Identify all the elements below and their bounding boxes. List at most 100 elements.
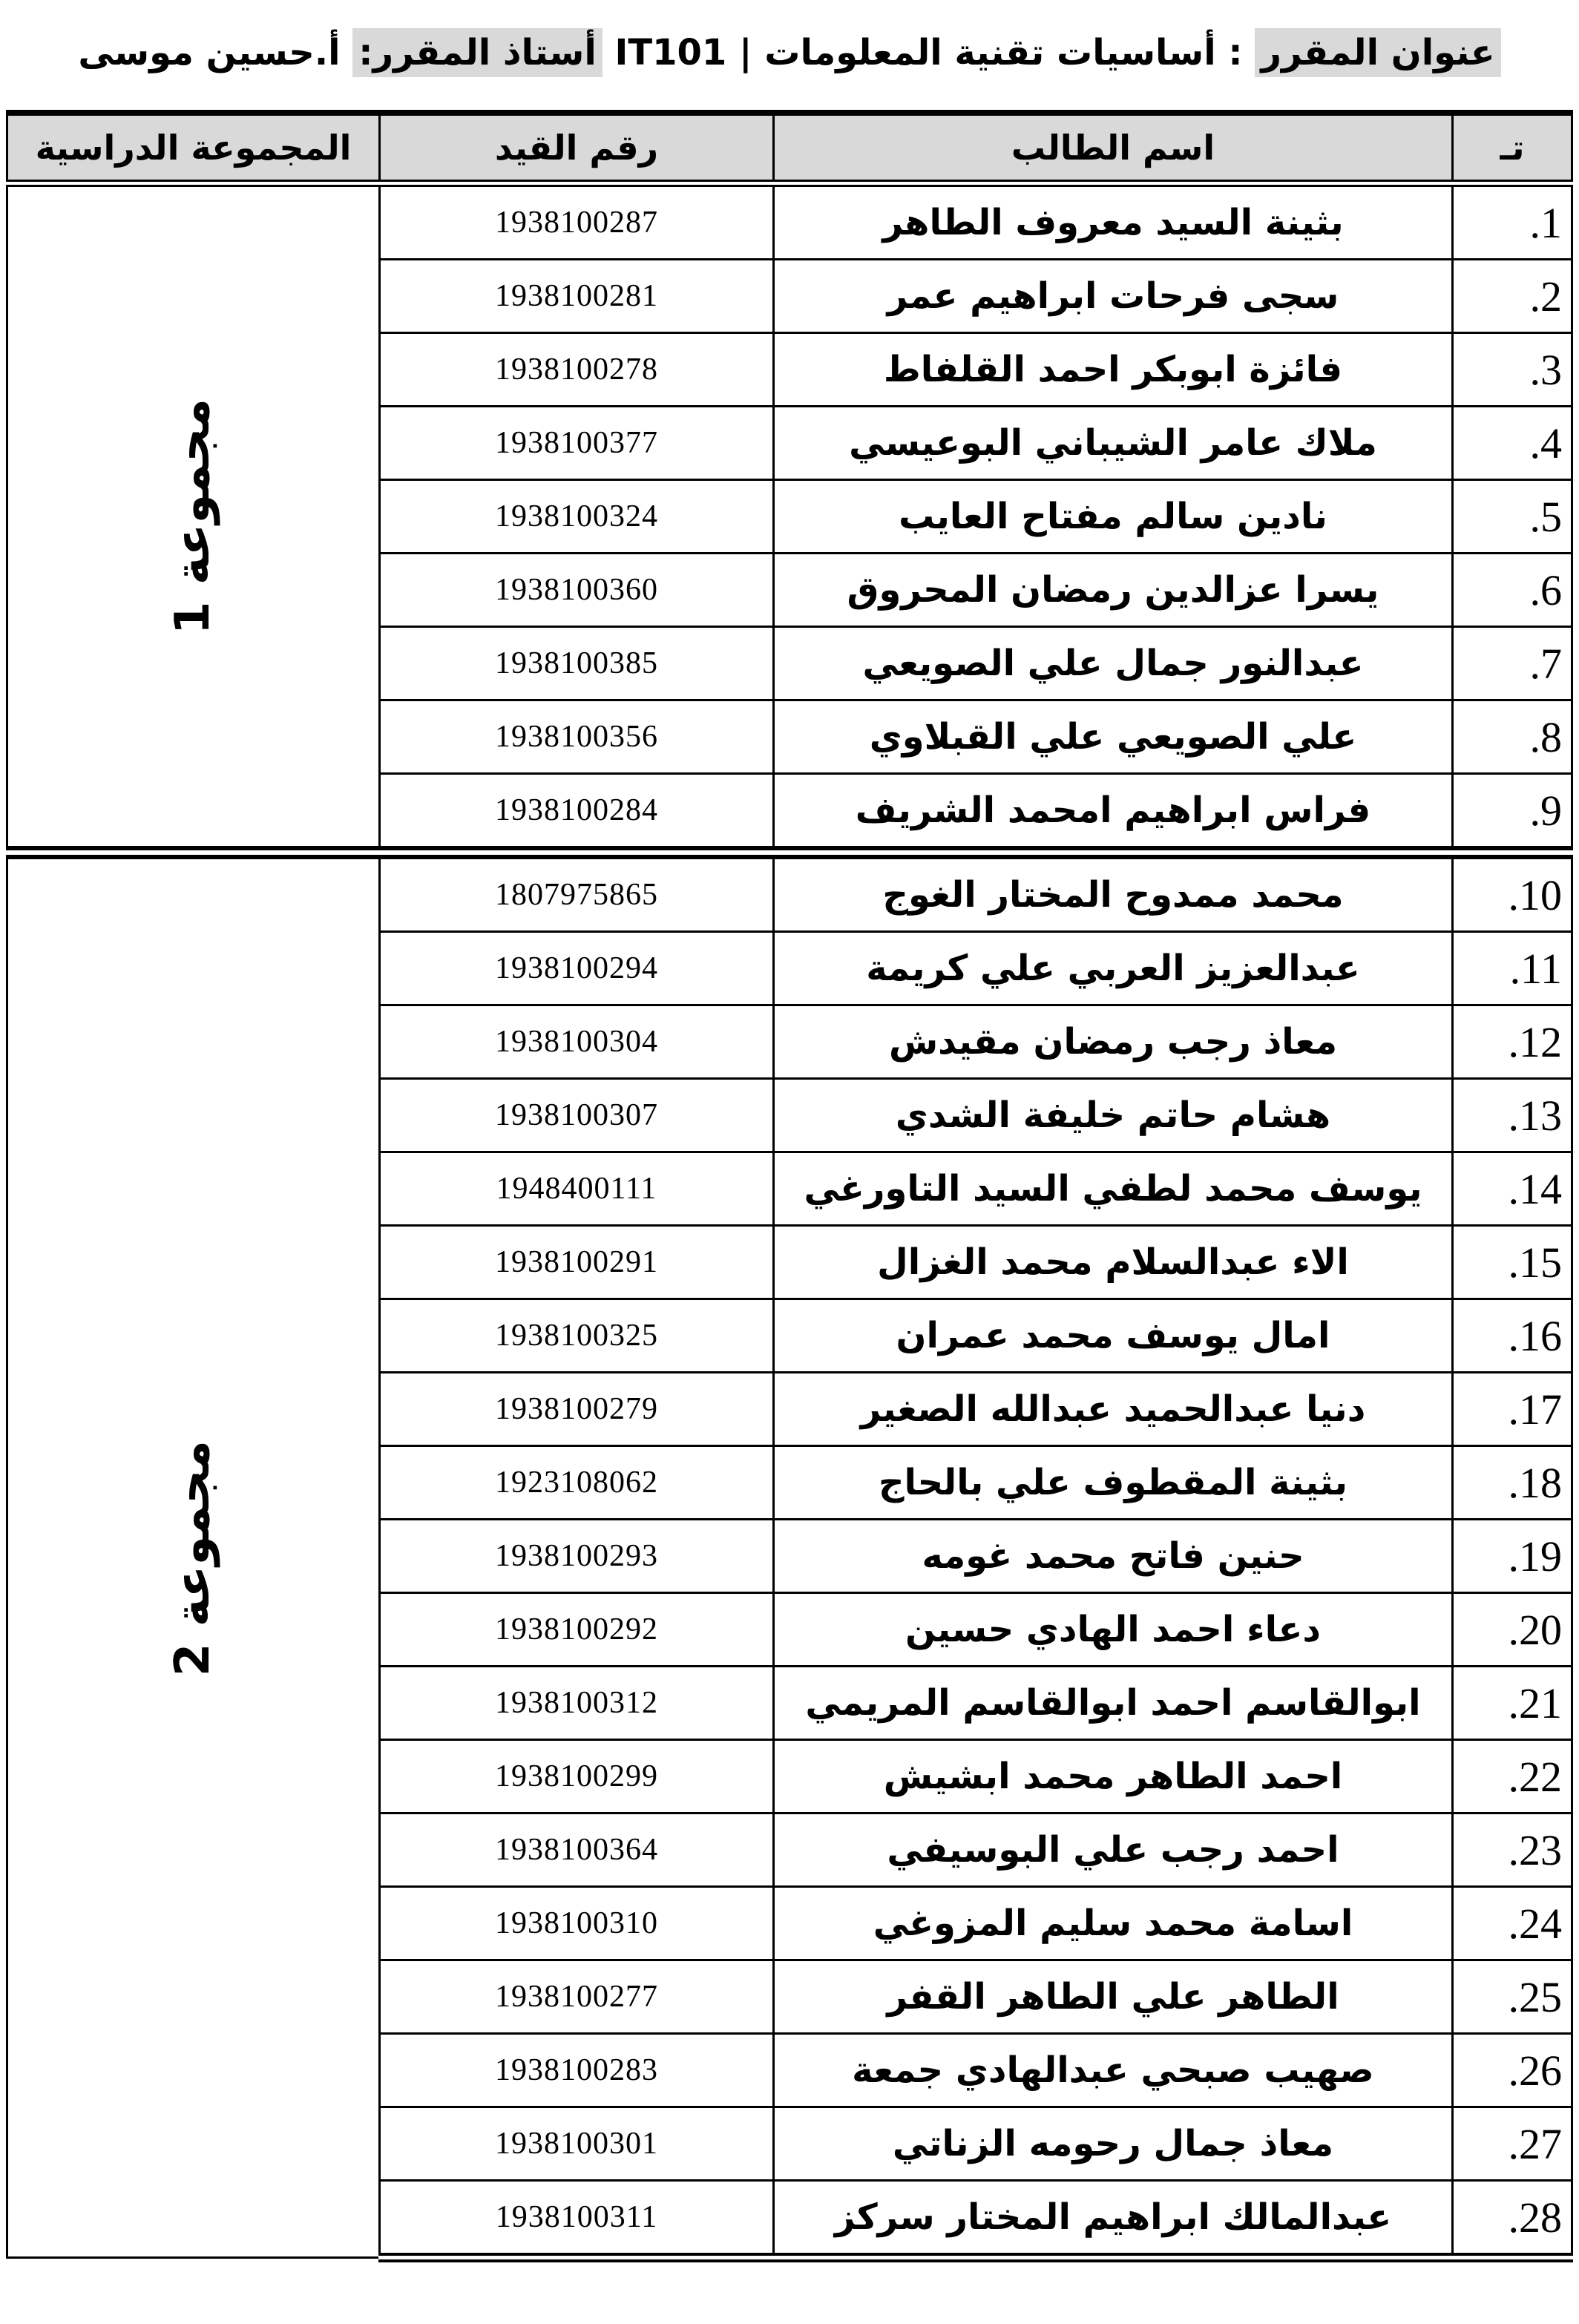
- student-name-cell: بثينة المقطوف علي بالحاج: [772, 1445, 1454, 1521]
- table-row: 24. اسامة محمد سليم المزوغي 1938100310: [7, 1885, 1573, 1962]
- row-number-cell: 1.: [1451, 182, 1573, 261]
- student-name-cell: الطاهر علي الطاهر القفر: [772, 1959, 1454, 2035]
- table-row: 2. سجى فرحات ابراهيم عمر 1938100281: [7, 258, 1573, 335]
- table-row: 10. محمد ممدوح المختار الغوج 1807975865 مجم…: [6, 846, 1573, 2259]
- reg-number-cell: 1938100287: [378, 182, 775, 261]
- row-number-cell: 19.: [1451, 1518, 1573, 1595]
- student-name-cell: ملاك عامر الشيباني البوعيسي: [772, 405, 1454, 482]
- row-number-cell: 18.: [1451, 1445, 1573, 1521]
- table-row: 7. عبدالنور جمال علي الصويعي 1938100385: [7, 626, 1573, 702]
- instructor-label: أستاذ المقرر:: [352, 28, 603, 77]
- row-number-cell: 24.: [1451, 1885, 1573, 1962]
- reg-number-cell: 1938100311: [378, 2179, 775, 2263]
- student-name-cell: دعاء احمد الهادي حسين: [772, 1592, 1454, 1668]
- student-name-cell: عبدالعزيز العربي علي كريمة: [772, 930, 1454, 1007]
- page: عنوان المقرر : أساسيات تقنية المعلومات |…: [0, 0, 1579, 2263]
- student-name-cell: معاذ جمال رحومه الزناتي: [772, 2106, 1454, 2182]
- student-roster-table: تـ اسم الطالب رقم القيد المجموعة الدراسي…: [6, 110, 1573, 2263]
- table-row: 12. معاذ رجب رمضان مقيدش 1938100304: [7, 1004, 1573, 1080]
- row-number-cell: 21.: [1451, 1665, 1573, 1742]
- reg-number-cell: 1938100307: [378, 1077, 775, 1154]
- table-row: 26. صهيب صبحي عبدالهادي جمعة 1938100283: [7, 2032, 1573, 2109]
- header-student-name: اسم الطالب: [772, 111, 1454, 188]
- student-name-cell: فراس ابراهيم امحمد الشريف: [772, 772, 1454, 854]
- row-number-cell: 14.: [1451, 1151, 1573, 1227]
- reg-number-cell: 1938100291: [378, 1224, 775, 1301]
- table-row: 16. امال يوسف محمد عمران 1938100325: [7, 1298, 1573, 1374]
- header-study-group: المجموعة الدراسية: [6, 111, 381, 188]
- study-group-label: مجموعة 1: [165, 398, 221, 635]
- student-name-cell: احمد الطاهر محمد ابشيش: [772, 1739, 1454, 1815]
- row-number-cell: 16.: [1451, 1298, 1573, 1374]
- row-number-cell: 3.: [1451, 332, 1573, 408]
- reg-number-cell: 1938100278: [378, 332, 775, 408]
- student-name-cell: نادين سالم مفتاح العايب: [772, 479, 1454, 555]
- table-row: 8. علي الصويعي علي القبلاوي 1938100356: [7, 699, 1573, 775]
- row-number-cell: 5.: [1451, 479, 1573, 555]
- reg-number-cell: 1938100293: [378, 1518, 775, 1595]
- student-name-cell: يوسف محمد لطفي السيد التاورغي: [772, 1151, 1454, 1227]
- row-number-cell: 11.: [1451, 930, 1573, 1007]
- reg-number-cell: 1938100385: [378, 626, 775, 702]
- student-name-cell: ابوالقاسم احمد ابوالقاسم المريمي: [772, 1665, 1454, 1742]
- table-header: تـ اسم الطالب رقم القيد المجموعة الدراسي…: [6, 111, 1573, 188]
- reg-number-cell: 1938100360: [378, 552, 775, 628]
- row-number-cell: 13.: [1451, 1077, 1573, 1154]
- student-name-cell: صهيب صبحي عبدالهادي جمعة: [772, 2032, 1454, 2109]
- table-row: 23. احمد رجب علي البوسيفي 1938100364: [7, 1812, 1573, 1888]
- row-number-cell: 2.: [1451, 258, 1573, 335]
- student-name-cell: عبدالمالك ابراهيم المختار سركز: [772, 2179, 1454, 2263]
- table-row: 28. عبدالمالك ابراهيم المختار سركز 1938100…: [7, 2179, 1573, 2263]
- student-name-cell: احمد رجب علي البوسيفي: [772, 1812, 1454, 1888]
- student-name-cell: عبدالنور جمال علي الصويعي: [772, 626, 1454, 702]
- reg-number-cell: 1938100356: [378, 699, 775, 775]
- reg-number-cell: 1938100279: [378, 1371, 775, 1448]
- table-row: 25. الطاهر علي الطاهر القفر 1938100277: [7, 1959, 1573, 2035]
- reg-number-cell: 1938100281: [378, 258, 775, 335]
- row-number-cell: 17.: [1451, 1371, 1573, 1448]
- row-number-cell: 27.: [1451, 2106, 1573, 2182]
- student-name-cell: علي الصويعي علي القبلاوي: [772, 699, 1454, 775]
- table-row: 15. الاء عبدالسلام محمد الغزال 1938100291: [7, 1224, 1573, 1301]
- reg-number-cell: 1938100304: [378, 1004, 775, 1080]
- row-number-cell: 7.: [1451, 626, 1573, 702]
- table-row: 5. نادين سالم مفتاح العايب 1938100324: [7, 479, 1573, 555]
- student-name-cell: حنين فاتح محمد غومه: [772, 1518, 1454, 1595]
- table-row: 17. دنيا عبدالحميد عبدالله الصغير 19381002…: [7, 1371, 1573, 1448]
- reg-number-cell: 1807975865: [378, 846, 775, 933]
- table-row: 18. بثينة المقطوف علي بالحاج 1923108062: [7, 1445, 1573, 1521]
- table-row: 3. فائزة ابوبكر احمد القلفاط 1938100278: [7, 332, 1573, 408]
- row-number-cell: 23.: [1451, 1812, 1573, 1888]
- table-row: 21. ابوالقاسم احمد ابوالقاسم المريمي 19381…: [7, 1665, 1573, 1742]
- study-group-cell: مجموعة 1: [6, 182, 381, 854]
- student-name-cell: يسرا عزالدين رمضان المحروق: [772, 552, 1454, 628]
- student-name-cell: بثينة السيد معروف الطاهر: [772, 182, 1454, 261]
- table-row: 13. هشام حاتم خليفة الشدي 1938100307: [7, 1077, 1573, 1154]
- table-row: 9. فراس ابراهيم امحمد الشريف 1938100284: [7, 772, 1573, 854]
- reg-number-cell: 1938100277: [378, 1959, 775, 2035]
- course-title-label: عنوان المقرر: [1255, 28, 1501, 77]
- table-row: 22. احمد الطاهر محمد ابشيش 1938100299: [7, 1739, 1573, 1815]
- row-number-cell: 6.: [1451, 552, 1573, 628]
- reg-number-cell: 1938100324: [378, 479, 775, 555]
- student-name-cell: معاذ رجب رمضان مقيدش: [772, 1004, 1454, 1080]
- table-row: 19. حنين فاتح محمد غومه 1938100293: [7, 1518, 1573, 1595]
- table-row: 6. يسرا عزالدين رمضان المحروق 1938100360: [7, 552, 1573, 628]
- row-number-cell: 9.: [1451, 772, 1573, 854]
- document-title: عنوان المقرر : أساسيات تقنية المعلومات |…: [0, 0, 1579, 80]
- table-row: 20. دعاء احمد الهادي حسين 1938100292: [7, 1592, 1573, 1668]
- table-row: 1. بثينة السيد معروف الطاهر 1938100287 مجمو…: [6, 182, 1573, 854]
- reg-number-cell: 1938100377: [378, 405, 775, 482]
- reg-number-cell: 1938100312: [378, 1665, 775, 1742]
- reg-number-cell: 1938100364: [378, 1812, 775, 1888]
- study-group-label: مجموعة 2: [165, 1440, 221, 1676]
- student-name-cell: الاء عبدالسلام محمد الغزال: [772, 1224, 1454, 1301]
- header-row-number: تـ: [1451, 111, 1573, 188]
- row-number-cell: 10.: [1451, 846, 1573, 933]
- reg-number-cell: 1948400111: [378, 1151, 775, 1227]
- reg-number-cell: 1938100325: [378, 1298, 775, 1374]
- row-number-cell: 12.: [1451, 1004, 1573, 1080]
- reg-number-cell: 1938100284: [378, 772, 775, 854]
- row-number-cell: 26.: [1451, 2032, 1573, 2109]
- student-name-cell: فائزة ابوبكر احمد القلفاط: [772, 332, 1454, 408]
